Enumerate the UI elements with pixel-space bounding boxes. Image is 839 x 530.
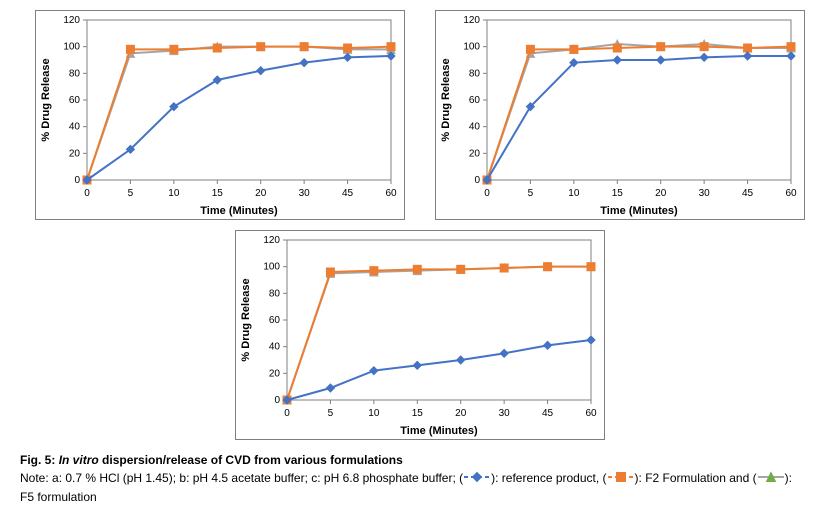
svg-text:20: 20 [255,188,267,199]
svg-text:60: 60 [68,95,80,106]
svg-text:120: 120 [463,15,480,26]
svg-text:10: 10 [568,188,580,199]
note-f5-seg: ): [785,471,792,485]
svg-text:0: 0 [484,188,490,199]
svg-text:10: 10 [168,188,180,199]
svg-text:100: 100 [63,42,80,53]
svg-text:% Drug Release: % Drug Release [40,58,52,141]
svg-text:0: 0 [474,175,480,186]
note-ref-seg: ): reference product, ( [491,471,606,485]
note-f2-seg: ): F2 Formulation and ( [635,471,757,485]
svg-text:30: 30 [498,408,510,419]
svg-text:% Drug Release: % Drug Release [440,58,452,141]
svg-text:45: 45 [742,188,754,199]
svg-text:30: 30 [698,188,710,199]
svg-text:40: 40 [268,342,280,353]
svg-text:20: 20 [268,368,280,379]
svg-text:80: 80 [268,288,280,299]
svg-text:0: 0 [284,408,290,419]
svg-text:0: 0 [274,395,280,406]
svg-text:40: 40 [68,122,80,133]
fig-title-rest: dispersion/release of CVD from various f… [99,453,403,467]
ref-swatch [463,471,491,487]
svg-text:5: 5 [127,188,133,199]
svg-text:5: 5 [527,188,533,199]
svg-text:80: 80 [468,68,480,79]
svg-text:80: 80 [68,68,80,79]
note-prefix: Note: a: 0.7 % HCl (pH 1.45); b: pH 4.5 … [20,471,463,485]
svg-text:40: 40 [468,122,480,133]
figure-note: Note: a: 0.7 % HCl (pH 1.45); b: pH 4.5 … [20,470,819,487]
svg-text:% Drug Release: % Drug Release [240,278,252,361]
svg-text:15: 15 [211,188,223,199]
top-row: 02040608010012005101520304560Time (Minut… [20,10,819,220]
svg-text:15: 15 [611,188,623,199]
svg-text:100: 100 [463,42,480,53]
fig-label: Fig. 5: [20,453,55,467]
svg-text:60: 60 [268,315,280,326]
svg-text:60: 60 [385,188,397,199]
svg-text:Time (Minutes): Time (Minutes) [600,205,678,217]
svg-text:30: 30 [298,188,310,199]
svg-text:60: 60 [468,95,480,106]
chart-a-container: 0 20 40 60 80 100 120 0 5 10 15 20 30 45 60 Time (Minut… [35,10,405,220]
svg-text:45: 45 [342,188,354,199]
svg-text:20: 20 [68,148,80,159]
svg-text:60: 60 [585,408,597,419]
f2-swatch [607,471,635,487]
svg-text:0: 0 [84,188,90,199]
chart-c: 0 20 40 60 80 100 120 0 5 10 15 20 30 45 60 Time (Minut… [235,230,605,440]
figure-title: Fig. 5: In vitro dispersion/release of C… [20,452,819,468]
chart-a: 0 20 40 60 80 100 120 0 5 10 15 20 30 45 60 Time (Minut… [35,10,405,220]
f5-swatch [757,471,785,487]
svg-text:120: 120 [263,235,280,246]
svg-text:Time (Minutes): Time (Minutes) [400,425,478,437]
figure-page: 02040608010012005101520304560Time (Minut… [0,0,839,530]
svg-text:20: 20 [468,148,480,159]
svg-text:15: 15 [411,408,423,419]
svg-text:100: 100 [263,262,280,273]
svg-text:60: 60 [785,188,797,199]
chart-c-container: 0 20 40 60 80 100 120 0 5 10 15 20 30 45 60 Time (Minut… [235,230,605,440]
svg-text:0: 0 [74,175,80,186]
fig-title-italic: In vitro [59,453,99,467]
chart-b-container: 0 20 40 60 80 100 120 0 5 10 15 20 30 45 60 Time (Minut… [435,10,805,220]
caption-block: Fig. 5: In vitro dispersion/release of C… [20,452,819,505]
svg-text:10: 10 [368,408,380,419]
svg-text:20: 20 [455,408,467,419]
svg-text:20: 20 [655,188,667,199]
figure-note-line2: F5 formulation [20,489,819,505]
svg-text:120: 120 [63,15,80,26]
bottom-row: 0 20 40 60 80 100 120 0 5 10 15 20 30 45 60 Time (Minut… [20,230,819,440]
svg-text:45: 45 [542,408,554,419]
chart-b: 0 20 40 60 80 100 120 0 5 10 15 20 30 45 60 Time (Minut… [435,10,805,220]
svg-text:5: 5 [327,408,333,419]
svg-text:Time (Minutes): Time (Minutes) [200,205,278,217]
